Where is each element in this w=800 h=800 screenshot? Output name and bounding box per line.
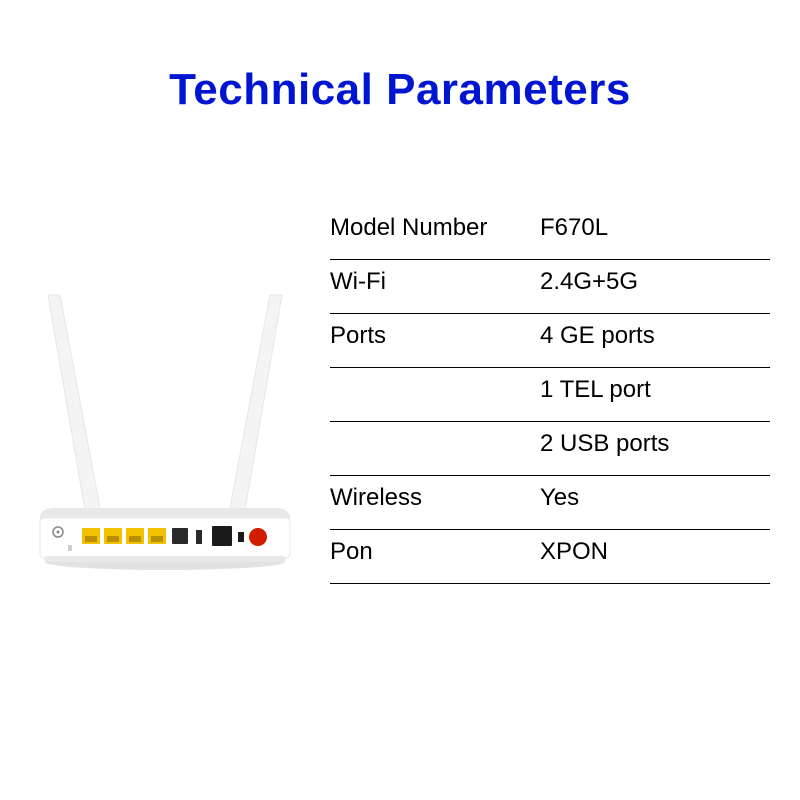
spec-value: 2.4G+5G — [540, 268, 770, 296]
tel-port — [172, 528, 188, 544]
spec-row: Wi-Fi2.4G+5G — [330, 260, 770, 314]
power-led — [238, 532, 244, 542]
spec-value: 4 GE ports — [540, 322, 770, 350]
spec-row: 2 USB ports — [330, 422, 770, 476]
spec-value: Yes — [540, 484, 770, 512]
spec-row: 1 TEL port — [330, 368, 770, 422]
antenna-right — [230, 295, 282, 510]
router-illustration — [20, 260, 310, 580]
spec-value: 2 USB ports — [540, 430, 770, 458]
content-row: Model NumberF670LWi-Fi2.4G+5GPorts4 GE p… — [0, 200, 800, 700]
power-button — [249, 528, 267, 546]
spec-table: Model NumberF670LWi-Fi2.4G+5GPorts4 GE p… — [330, 200, 800, 700]
spec-value: XPON — [540, 538, 770, 566]
product-image-area — [0, 200, 330, 700]
antenna-left — [48, 295, 100, 510]
spec-label: Pon — [330, 538, 540, 566]
usb-port — [196, 530, 202, 544]
spec-label: Wireless — [330, 484, 540, 512]
pon-port — [212, 526, 232, 546]
spec-row: Model NumberF670L — [330, 206, 770, 260]
spec-row: Ports4 GE ports — [330, 314, 770, 368]
reset-hole — [68, 545, 72, 551]
spec-row: WirelessYes — [330, 476, 770, 530]
spec-value: F670L — [540, 214, 770, 242]
spec-label: Wi-Fi — [330, 268, 540, 296]
spec-value: 1 TEL port — [540, 376, 770, 404]
spec-label: Ports — [330, 322, 540, 350]
page-title: Technical Parameters — [0, 65, 800, 115]
spec-label: Model Number — [330, 214, 540, 242]
spec-row: PonXPON — [330, 530, 770, 584]
router-body — [40, 508, 290, 570]
